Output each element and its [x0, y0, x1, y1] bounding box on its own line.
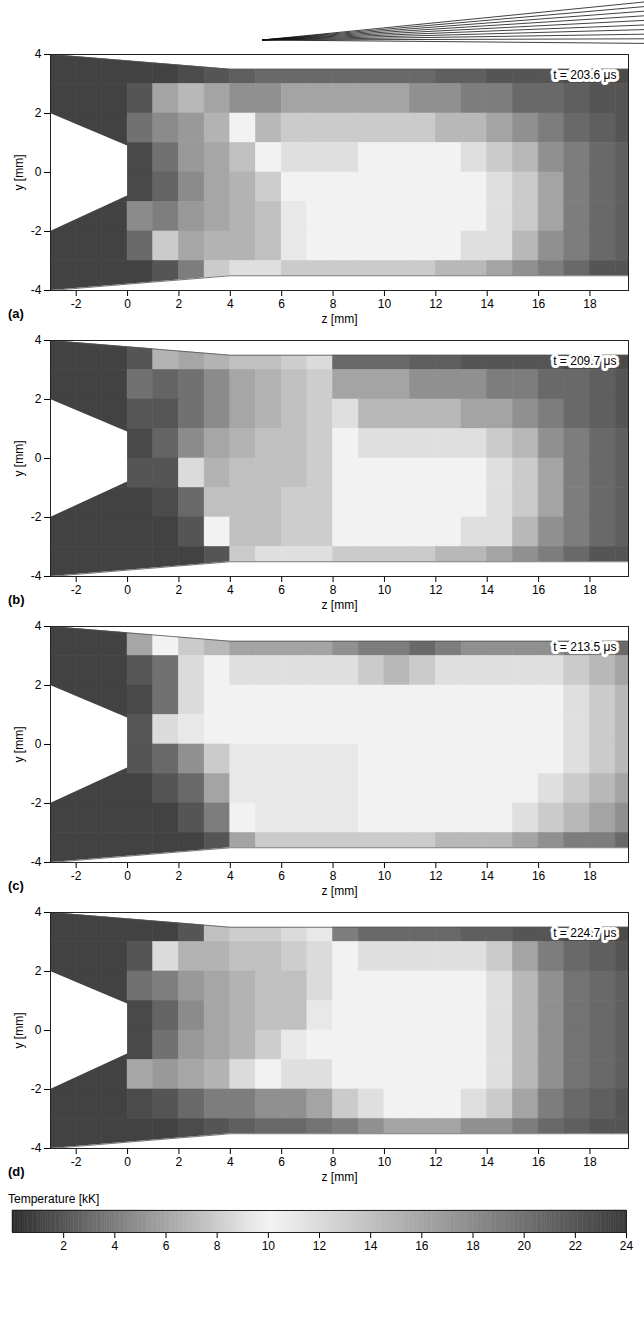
svg-text:14: 14	[481, 583, 495, 597]
svg-text:-2: -2	[31, 1082, 42, 1096]
html-text:(c): (c)	[8, 878, 24, 893]
svg-text:0: 0	[124, 583, 131, 597]
svg-text:8: 8	[330, 1155, 337, 1169]
svg-text:18: 18	[583, 869, 597, 883]
html-text:(a): (a)	[8, 306, 24, 321]
svg-text:10: 10	[378, 869, 392, 883]
svg-text:18: 18	[583, 583, 597, 597]
svg-text:0: 0	[124, 297, 131, 311]
svg-text:y [mm]: y [mm]	[12, 1013, 26, 1049]
svg-text:-2: -2	[71, 583, 82, 597]
svg-text:4: 4	[227, 583, 234, 597]
svg-text:4: 4	[35, 48, 42, 61]
svg-text:2: 2	[35, 106, 42, 120]
svg-text:-4: -4	[31, 283, 42, 297]
svg-text:z [mm]: z [mm]	[322, 312, 358, 326]
svg-text:t = 224.7 μs: t = 224.7 μs	[553, 926, 616, 940]
svg-text:6: 6	[278, 297, 285, 311]
svg-text:14: 14	[481, 869, 495, 883]
svg-text:y [mm]: y [mm]	[12, 727, 26, 763]
svg-text:8: 8	[214, 1239, 221, 1253]
svg-text:4: 4	[227, 297, 234, 311]
svg-text:14: 14	[481, 297, 495, 311]
svg-text:2: 2	[176, 583, 183, 597]
svg-text:8: 8	[330, 869, 337, 883]
svg-text:16: 16	[532, 869, 546, 883]
svg-text:-4: -4	[31, 569, 42, 583]
svg-text:16: 16	[532, 583, 546, 597]
svg-text:z [mm]: z [mm]	[322, 884, 358, 898]
svg-text:0: 0	[124, 1155, 131, 1169]
svg-text:-4: -4	[31, 1141, 42, 1155]
svg-text:z [mm]: z [mm]	[322, 598, 358, 612]
svg-text:6: 6	[163, 1239, 170, 1253]
svg-text:20: 20	[517, 1239, 531, 1253]
svg-text:18: 18	[583, 297, 597, 311]
svg-text:12: 12	[429, 583, 443, 597]
svg-text:6: 6	[278, 1155, 285, 1169]
svg-text:4: 4	[35, 906, 42, 919]
svg-text:12: 12	[429, 869, 443, 883]
svg-text:8: 8	[330, 583, 337, 597]
svg-text:4: 4	[111, 1239, 118, 1253]
svg-text:2: 2	[35, 392, 42, 406]
svg-text:-2: -2	[31, 224, 42, 238]
html-text:(b): (b)	[8, 592, 25, 607]
svg-text:0: 0	[35, 737, 42, 751]
svg-text:-2: -2	[71, 297, 82, 311]
svg-text:12: 12	[429, 297, 443, 311]
svg-text:t = 203.6 μs: t = 203.6 μs	[553, 68, 616, 82]
svg-text:22: 22	[569, 1239, 583, 1253]
svg-text:24: 24	[620, 1239, 634, 1253]
svg-text:10: 10	[378, 297, 392, 311]
svg-text:10: 10	[378, 583, 392, 597]
svg-text:4: 4	[35, 620, 42, 633]
svg-text:18: 18	[466, 1239, 480, 1253]
svg-text:-2: -2	[71, 869, 82, 883]
svg-text:-4: -4	[31, 855, 42, 869]
svg-text:0: 0	[35, 165, 42, 179]
svg-text:0: 0	[35, 451, 42, 465]
svg-text:10: 10	[262, 1239, 276, 1253]
svg-text:4: 4	[227, 1155, 234, 1169]
svg-text:z [mm]: z [mm]	[322, 1170, 358, 1184]
svg-text:16: 16	[532, 297, 546, 311]
svg-text:2: 2	[176, 297, 183, 311]
svg-text:14: 14	[481, 1155, 495, 1169]
svg-text:4: 4	[35, 334, 42, 347]
svg-text:2: 2	[60, 1239, 67, 1253]
svg-text:y [mm]: y [mm]	[12, 155, 26, 191]
svg-text:2: 2	[35, 964, 42, 978]
html-text:Temperature [kK]: Temperature [kK]	[8, 1192, 100, 1206]
svg-text:10: 10	[378, 1155, 392, 1169]
svg-text:0: 0	[124, 869, 131, 883]
svg-text:y [mm]: y [mm]	[12, 441, 26, 477]
svg-text:2: 2	[35, 678, 42, 692]
svg-text:-2: -2	[71, 1155, 82, 1169]
svg-text:2: 2	[176, 1155, 183, 1169]
svg-text:t = 209.7 μs: t = 209.7 μs	[553, 354, 616, 368]
html-text:(d): (d)	[8, 1164, 25, 1179]
svg-text:t = 213.5 μs: t = 213.5 μs	[553, 640, 616, 654]
svg-text:16: 16	[532, 1155, 546, 1169]
svg-text:14: 14	[364, 1239, 378, 1253]
svg-text:2: 2	[176, 869, 183, 883]
svg-text:0: 0	[35, 1023, 42, 1037]
svg-text:12: 12	[313, 1239, 327, 1253]
svg-text:4: 4	[227, 869, 234, 883]
svg-text:6: 6	[278, 869, 285, 883]
svg-text:12: 12	[429, 1155, 443, 1169]
svg-text:-2: -2	[31, 510, 42, 524]
svg-text:6: 6	[278, 583, 285, 597]
svg-text:8: 8	[330, 297, 337, 311]
svg-text:16: 16	[415, 1239, 429, 1253]
svg-text:18: 18	[583, 1155, 597, 1169]
svg-text:-2: -2	[31, 796, 42, 810]
